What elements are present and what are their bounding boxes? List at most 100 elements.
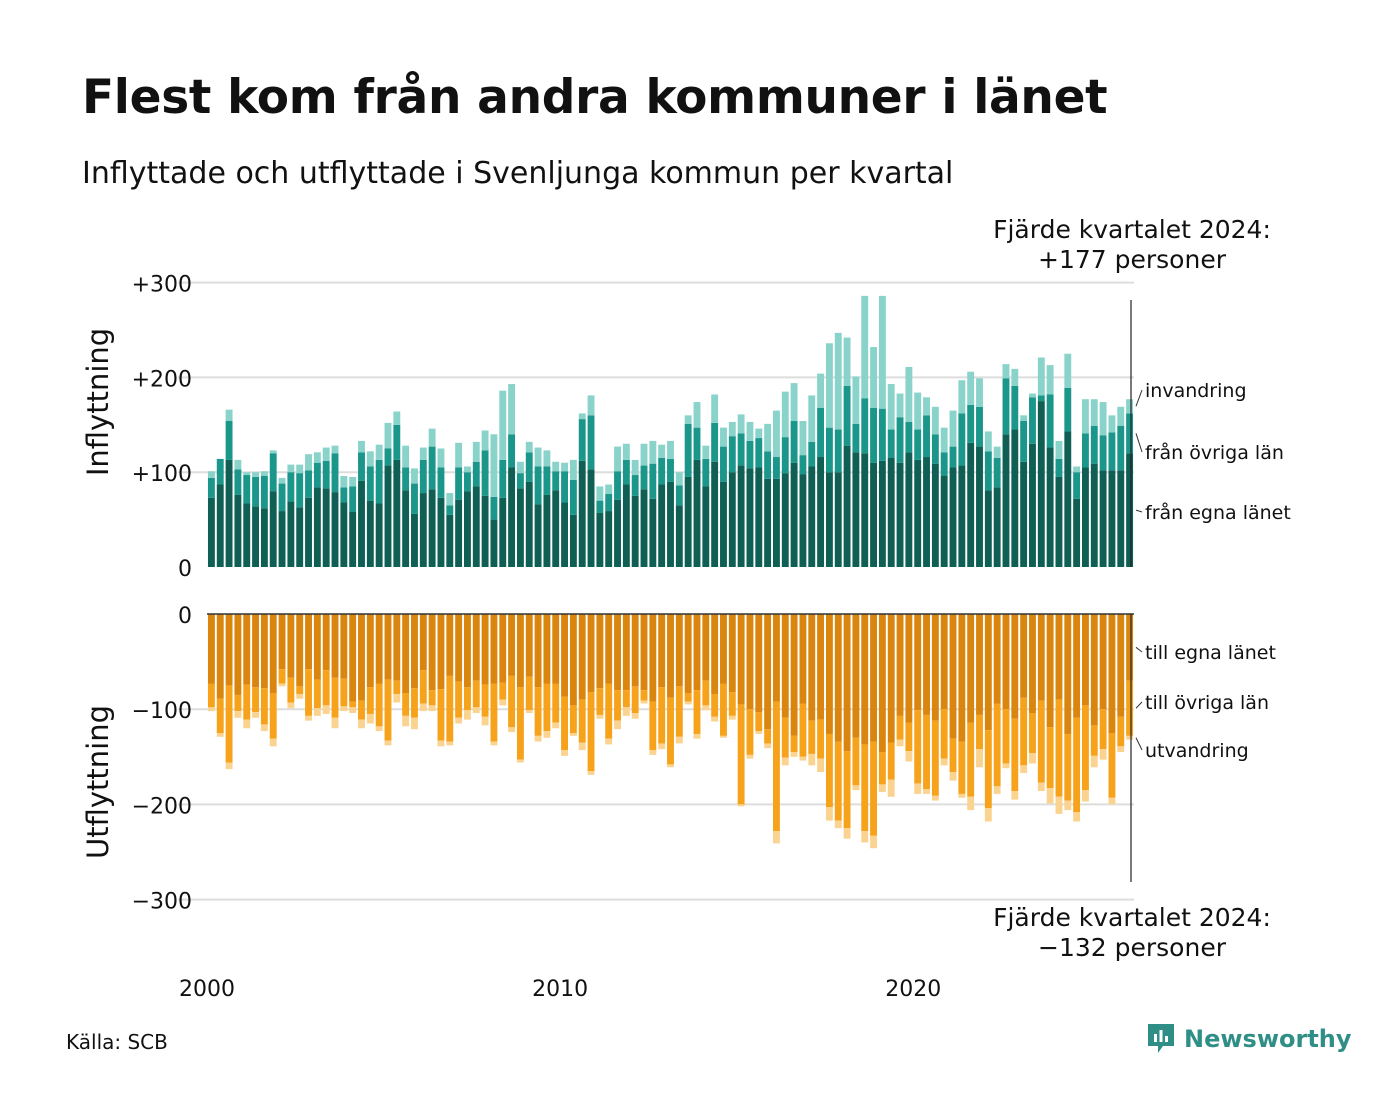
bar-in-0: [993, 487, 1001, 567]
bar-in-0: [976, 446, 983, 567]
bar-out-1: [437, 689, 445, 741]
bar-in-2: [508, 384, 516, 435]
bar-in-1: [499, 459, 507, 498]
bar-in-1: [1117, 425, 1125, 471]
bar-out-1: [331, 677, 339, 718]
bar-in-1: [207, 477, 215, 498]
bar-out-1: [914, 710, 922, 784]
bar-out-0: [296, 614, 304, 687]
bar-in-2: [914, 392, 922, 430]
y-tick-label: 0: [178, 604, 192, 629]
bar-in-2: [1037, 357, 1045, 396]
bar-in-1: [605, 494, 613, 512]
bar-out-1: [569, 705, 577, 733]
bar-in-0: [790, 462, 798, 567]
bar-out-0: [772, 614, 780, 702]
bar-in-2: [1020, 415, 1028, 422]
bar-out-0: [578, 614, 586, 700]
bar-in-0: [923, 457, 930, 567]
bar-out-0: [1055, 614, 1063, 700]
bar-in-0: [1126, 453, 1134, 567]
bar-in-0: [411, 513, 418, 567]
bar-out-0: [605, 614, 613, 684]
bar-in-2: [499, 390, 507, 460]
bar-out-2: [684, 701, 692, 705]
bar-in-0: [402, 490, 410, 567]
bar-in-1: [243, 475, 251, 504]
bar-in-2: [667, 440, 674, 459]
bar-out-0: [411, 614, 418, 689]
bar-in-2: [720, 427, 727, 447]
bar-out-2: [1002, 763, 1010, 769]
bar-out-0: [481, 614, 489, 685]
bar-out-1: [463, 687, 471, 711]
bar-out-0: [269, 614, 277, 694]
bar-out-2: [322, 705, 330, 714]
bar-in-0: [207, 497, 215, 567]
bar-in-1: [887, 429, 895, 458]
bar-in-2: [349, 476, 357, 487]
bar-in-0: [914, 459, 922, 567]
bar-out-2: [817, 758, 825, 773]
bar-out-2: [631, 713, 639, 719]
bar-in-2: [207, 471, 215, 478]
bar-out-2: [578, 742, 586, 751]
bar-in-2: [516, 461, 524, 474]
bar-in-2: [870, 347, 878, 408]
bar-out-0: [534, 614, 542, 688]
bar-in-0: [313, 487, 321, 567]
bar-out-0: [340, 614, 348, 679]
bar-in-2: [552, 461, 560, 472]
bar-in-0: [287, 501, 295, 567]
bar-in-1: [1011, 385, 1019, 430]
bar-out-2: [1099, 749, 1107, 760]
bar-in-0: [684, 476, 692, 567]
y-tick-label: +300: [132, 273, 192, 298]
bar-out-1: [684, 693, 692, 702]
bar-in-0: [340, 502, 348, 567]
newsworthy-logo[interactable]: Newsworthy: [1146, 1022, 1352, 1056]
bar-out-2: [349, 707, 357, 714]
bar-out-0: [1117, 614, 1125, 717]
bar-in-1: [516, 473, 524, 489]
bar-in-2: [631, 459, 639, 476]
bar-out-2: [772, 831, 780, 844]
bar-out-0: [402, 614, 410, 694]
bar-in-2: [772, 410, 780, 458]
bar-in-1: [861, 398, 869, 454]
bar-out-0: [967, 614, 975, 723]
bar-in-1: [825, 427, 833, 473]
bar-in-0: [578, 460, 586, 567]
bar-out-1: [269, 693, 277, 739]
bar-out-2: [1020, 765, 1028, 773]
bar-out-2: [437, 740, 445, 747]
bar-in-1: [1090, 425, 1098, 464]
bar-out-1: [755, 712, 763, 732]
bar-out-2: [737, 804, 745, 807]
bar-out-2: [552, 722, 560, 729]
bar-in-2: [1090, 399, 1098, 426]
bar-out-2: [278, 683, 286, 687]
bar-out-0: [1073, 614, 1081, 718]
bar-in-1: [817, 407, 825, 458]
bar-in-0: [305, 497, 312, 567]
bar-in-2: [402, 445, 410, 468]
bar-out-1: [534, 687, 542, 736]
bar-in-0: [508, 467, 516, 567]
bar-out-0: [896, 614, 904, 716]
bar-in-1: [993, 457, 1001, 488]
bar-out-1: [878, 752, 886, 785]
bar-out-0: [463, 614, 471, 688]
bar-out-0: [631, 614, 639, 687]
bar-out-2: [852, 785, 860, 791]
bar-in-1: [490, 496, 498, 520]
bar-out-1: [287, 677, 295, 703]
bar-in-0: [720, 481, 727, 567]
bar-out-1: [808, 720, 816, 754]
bar-out-1: [1011, 718, 1019, 792]
bar-out-0: [234, 614, 242, 695]
bar-out-2: [481, 716, 489, 726]
bar-out-2: [834, 820, 842, 829]
bar-in-2: [614, 446, 621, 472]
